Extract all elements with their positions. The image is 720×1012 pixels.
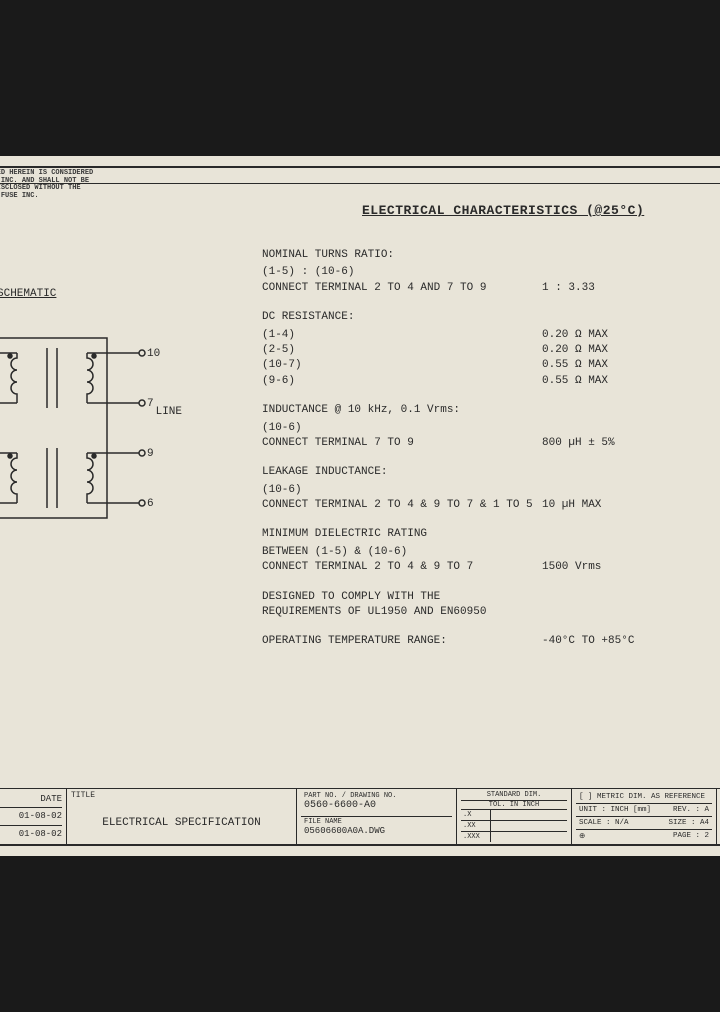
drawn-date: 01-08-02 <box>19 811 62 821</box>
compliance-note: DESIGNED TO COMPLY WITH THE REQUIREMENTS… <box>262 590 720 621</box>
std-dim-header: STANDARD DIM. <box>461 791 567 801</box>
pin-label: 7 <box>147 398 154 410</box>
main-title: ELECTRICAL CHARACTERISTICS (@25°C) <box>362 203 644 218</box>
turns-ratio-spec: NOMINAL TURNS RATIO: (1-5) : (10-6) CONN… <box>262 248 720 296</box>
schematic-diagram: 1 4 2 5 10 7 9 6 CHIP LINE <box>0 318 162 538</box>
date-header: DATE <box>40 794 62 804</box>
pin-label: 9 <box>147 448 154 460</box>
metric-note: [ ] METRIC DIM. AS REFERENCE <box>576 791 712 804</box>
title-header: TITLE <box>71 791 292 803</box>
dc-resistance-spec: DC RESISTANCE: (1-4)0.20 Ω MAX (2-5)0.20… <box>262 310 720 389</box>
dielectric-spec: MINIMUM DIELECTRIC RATING BETWEEN (1-5) … <box>262 527 720 575</box>
leakage-spec: LEAKAGE INDUCTANCE: (10-6) CONNECT TERMI… <box>262 465 720 513</box>
file-name: 05606600A0A.DWG <box>304 826 449 836</box>
title-block: DRWNDATE R. HARRIS/CANNY01-08-02 CHKDJ. … <box>0 788 720 844</box>
gd-t-icon: ⊕ <box>579 831 585 841</box>
temp-range-spec: OPERATING TEMPERATURE RANGE:-40°C TO +85… <box>262 634 720 649</box>
page-label: PAGE : 2 <box>673 832 709 840</box>
rev-label: REV. : A <box>673 806 709 814</box>
fn-header: FILE NAME <box>304 818 449 826</box>
pin-label: 6 <box>147 498 154 510</box>
drawing-title: ELECTRICAL SPECIFICATION <box>71 803 292 842</box>
unit-label: UNIT : INCH [mm] <box>579 806 651 814</box>
specifications: NOMINAL TURNS RATIO: (1-5) : (10-6) CONN… <box>262 248 720 664</box>
pn-header: PART NO. / DRAWING NO. <box>304 792 449 800</box>
checked-date: 01-08-02 <box>19 829 62 839</box>
pin-label: 10 <box>147 348 160 360</box>
line-label: LINE <box>156 406 182 418</box>
inductance-spec: INDUCTANCE @ 10 kHz, 0.1 Vrms: (10-6) CO… <box>262 403 720 451</box>
size-label: SIZE : A4 <box>668 819 709 827</box>
scale-label: SCALE : N/A <box>579 819 629 827</box>
part-number: 0560-6600-A0 <box>304 800 449 811</box>
schematic-heading: SCHEMATIC <box>0 288 56 300</box>
tol-header: TOL. IN INCH <box>461 801 567 811</box>
